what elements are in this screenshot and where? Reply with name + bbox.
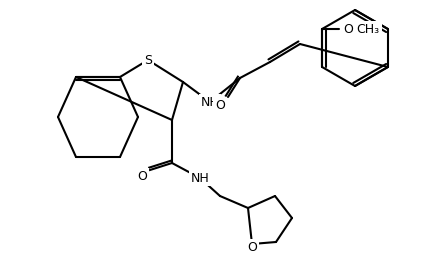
- Text: O: O: [247, 240, 256, 254]
- Text: CH₃: CH₃: [356, 23, 379, 36]
- Text: O: O: [137, 170, 147, 182]
- Text: O: O: [215, 98, 224, 111]
- Text: NH: NH: [190, 172, 209, 185]
- Text: NH: NH: [200, 96, 219, 108]
- Text: O: O: [343, 23, 352, 36]
- Text: S: S: [144, 53, 152, 66]
